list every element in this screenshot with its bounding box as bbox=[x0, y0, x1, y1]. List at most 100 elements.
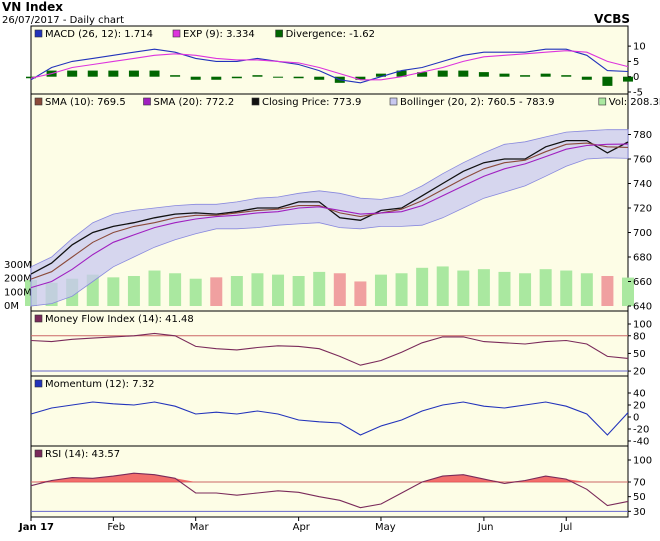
volume-bar bbox=[107, 277, 120, 306]
volume-bar bbox=[519, 273, 532, 306]
price-tick-label: 720 bbox=[633, 204, 652, 215]
momentum-frame bbox=[30, 375, 629, 447]
mfi-tick-label: 100 bbox=[633, 320, 652, 331]
month-label: Feb bbox=[107, 522, 125, 533]
exp-legend-label: EXP (9): 3.334 bbox=[183, 29, 255, 40]
volume-tick-label: 0M bbox=[4, 301, 19, 312]
volume-bar bbox=[622, 277, 634, 306]
volume-bar bbox=[169, 273, 182, 306]
price-tick-label: 740 bbox=[633, 179, 652, 190]
volume-bar bbox=[148, 270, 161, 306]
divergence-bar bbox=[623, 76, 633, 82]
volume-bar bbox=[539, 269, 552, 306]
momentum-legend-label: Momentum (12): 7.32 bbox=[45, 379, 155, 390]
divergence-bar bbox=[499, 73, 510, 77]
volume-bar bbox=[457, 270, 470, 306]
price-series-line bbox=[30, 139, 629, 275]
divergence-bar bbox=[211, 76, 222, 80]
month-label: May bbox=[375, 522, 396, 533]
divergence-bar bbox=[252, 75, 263, 77]
macd-legend-swatch bbox=[34, 29, 43, 38]
exp-series-line bbox=[30, 50, 629, 81]
mfi-tick-label: 20 bbox=[633, 367, 646, 378]
month-label: Apr bbox=[293, 522, 311, 533]
sma10-legend-label: SMA (10): 769.5 bbox=[45, 97, 126, 108]
rsi-legend-swatch bbox=[34, 449, 43, 458]
mfi-legend-label: Money Flow Index (14): 41.48 bbox=[45, 314, 194, 325]
volume-bar bbox=[601, 275, 614, 306]
bollinger-legend-swatch bbox=[389, 97, 398, 106]
divergence-bar bbox=[355, 76, 366, 80]
chart-title: VN Index bbox=[2, 0, 63, 14]
chart-source: VCBS bbox=[594, 12, 630, 26]
price-legend-swatch bbox=[251, 97, 260, 106]
momentum-tick-label: -40 bbox=[633, 437, 649, 448]
mfi-tick-label: 80 bbox=[633, 331, 646, 342]
divergence-bar bbox=[458, 70, 469, 77]
volume-bar bbox=[333, 273, 346, 306]
divergence-bar bbox=[190, 76, 201, 80]
price-tick-label: 780 bbox=[633, 130, 652, 141]
rsi-tick-label: 100 bbox=[633, 456, 652, 467]
price-tick-label: 660 bbox=[633, 277, 652, 288]
volume-bar bbox=[292, 275, 305, 306]
divergence-bar bbox=[602, 76, 613, 86]
divergence-bar bbox=[520, 75, 531, 77]
sma20-legend-label: SMA (20): 772.2 bbox=[154, 97, 235, 108]
volume-bar bbox=[272, 274, 285, 306]
divergence-legend-label: Divergence: -1.62 bbox=[286, 29, 375, 40]
divergence-bar bbox=[26, 76, 36, 79]
macd-tick-label: 5 bbox=[633, 57, 639, 68]
volume-bar bbox=[354, 281, 367, 306]
volume-tick-label: 300M bbox=[4, 260, 32, 271]
volume-bar bbox=[395, 273, 408, 306]
momentum-legend-swatch bbox=[34, 379, 43, 388]
divergence-bar bbox=[540, 73, 551, 77]
volume-bar bbox=[210, 277, 223, 306]
month-label: Jan 17 bbox=[18, 522, 54, 533]
divergence-bar bbox=[273, 76, 284, 78]
volume-bar bbox=[230, 275, 243, 306]
volume-bar bbox=[251, 273, 264, 306]
bollinger-legend-label: Bollinger (20, 2): 760.5 - 783.9 bbox=[400, 97, 554, 108]
rsi-tick-label: 30 bbox=[633, 507, 646, 518]
volume-bar bbox=[189, 278, 202, 306]
divergence-bar bbox=[396, 70, 407, 77]
divergence-bar bbox=[437, 70, 448, 77]
volume-bar bbox=[416, 267, 429, 306]
sma10-legend-swatch bbox=[34, 97, 43, 106]
volume-bar bbox=[498, 271, 511, 306]
volume-bar bbox=[374, 274, 387, 306]
chart-subtitle: 26/07/2017 - Daily chart bbox=[2, 15, 124, 26]
rsi-legend-label: RSI (14): 43.57 bbox=[45, 449, 120, 460]
rsi-overbought-fill bbox=[31, 473, 628, 482]
macd-legend-label: MACD (26, 12): 1.714 bbox=[45, 29, 153, 40]
sma20-series-line bbox=[30, 143, 629, 289]
sma10-series-line bbox=[30, 142, 629, 280]
price-tick-label: 760 bbox=[633, 155, 652, 166]
volume-bar bbox=[127, 275, 140, 306]
momentum-tick-label: 0 bbox=[633, 413, 639, 424]
macd-tick-label: 10 bbox=[633, 42, 646, 53]
divergence-bar bbox=[149, 70, 160, 77]
divergence-bar bbox=[67, 70, 78, 77]
macd-series-line bbox=[30, 48, 629, 84]
divergence-legend-swatch bbox=[275, 29, 283, 38]
rsi-panel: 100 70 50 30 RSI (14): 43.57 bbox=[30, 445, 652, 518]
vol-legend-label: Vol: 208.3M bbox=[609, 97, 660, 108]
macd-tick-label: 0 bbox=[633, 72, 639, 83]
divergence-bar bbox=[231, 76, 242, 79]
month-axis: Jan 17 Feb Mar Apr May Jun Jul bbox=[18, 517, 572, 533]
divergence-bar bbox=[417, 72, 428, 77]
volume-bar bbox=[560, 270, 573, 306]
bollinger-band bbox=[30, 129, 629, 307]
mfi-series-line bbox=[30, 332, 629, 366]
divergence-bar bbox=[375, 73, 386, 77]
volume-tick-label: 100M bbox=[4, 287, 32, 298]
price-tick-label: 680 bbox=[633, 253, 652, 264]
macd-frame bbox=[30, 25, 629, 95]
volume-bar bbox=[477, 269, 490, 306]
